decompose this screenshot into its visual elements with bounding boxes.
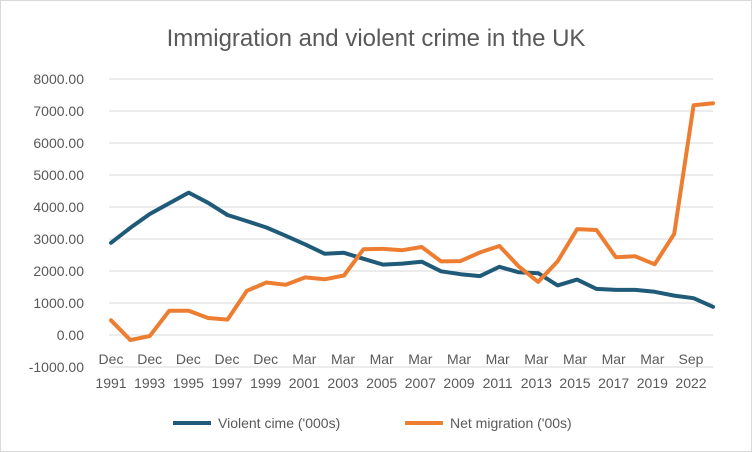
- x-tick-month: Sep: [679, 351, 704, 367]
- x-tick-month: Mar: [602, 351, 626, 367]
- x-tick-month: Dec: [176, 351, 201, 367]
- y-tick-label: 5000.00: [33, 167, 84, 183]
- x-tick-year: 2003: [327, 375, 358, 391]
- series-line-1: [109, 101, 715, 343]
- x-tick-month: Mar: [408, 351, 432, 367]
- series-line-0: [109, 190, 715, 309]
- gridlines: [109, 78, 713, 368]
- x-tick-month: Mar: [524, 351, 548, 367]
- x-tick-year: 2013: [521, 375, 552, 391]
- y-tick-label: 8000.00: [33, 71, 84, 87]
- x-tick-month: Dec: [99, 351, 124, 367]
- y-tick-label: 7000.00: [33, 103, 84, 119]
- x-tick-year: 2017: [598, 375, 629, 391]
- x-tick-month: Mar: [331, 351, 355, 367]
- x-tick-year: 2015: [559, 375, 590, 391]
- x-tick-year: 2001: [289, 375, 320, 391]
- x-tick-month: Dec: [215, 351, 240, 367]
- x-tick-year: 1999: [250, 375, 281, 391]
- y-tick-label: 6000.00: [33, 135, 84, 151]
- y-tick-label: 2000.00: [33, 263, 84, 279]
- y-tick-label: 3000.00: [33, 231, 84, 247]
- x-tick-year: 1997: [211, 375, 242, 391]
- legend-label: Net migration ('00s): [450, 415, 572, 431]
- x-tick-year: 2005: [366, 375, 397, 391]
- x-tick-month: Mar: [486, 351, 510, 367]
- x-tick-month: Mar: [447, 351, 471, 367]
- y-tick-label: -1000.00: [29, 359, 84, 375]
- x-tick-year: 2007: [405, 375, 436, 391]
- x-tick-year: 1991: [95, 375, 126, 391]
- series-lines: [109, 101, 715, 343]
- x-tick-month: Mar: [292, 351, 316, 367]
- x-tick-month: Mar: [640, 351, 664, 367]
- legend-label: Violent cime ('000s): [218, 415, 340, 431]
- x-tick-month: Dec: [137, 351, 162, 367]
- x-tick-year: 1993: [134, 375, 165, 391]
- y-tick-label: 0.00: [57, 327, 84, 343]
- x-tick-month: Mar: [563, 351, 587, 367]
- x-tick-month: Dec: [253, 351, 278, 367]
- x-tick-year: 2009: [443, 375, 474, 391]
- x-tick-year: 2022: [675, 375, 706, 391]
- x-tick-year: 1995: [173, 375, 204, 391]
- legend: Violent cime ('000s) Net migration ('00s): [173, 415, 572, 431]
- x-tick-year: 2011: [483, 375, 513, 391]
- y-tick-label: 1000.00: [33, 295, 84, 311]
- x-tick-year: 2019: [637, 375, 668, 391]
- y-tick-label: 4000.00: [33, 199, 84, 215]
- x-axis-tick-labels: Dec 1991 Dec 1993 Dec 1995 Dec 1997 Dec 1999 Mar 20…: [95, 351, 706, 391]
- x-tick-month: Mar: [370, 351, 394, 367]
- chart-title: Immigration and violent crime in the UK: [167, 25, 586, 52]
- y-axis-tick-labels: 8000.00 7000.00 6000.00 5000.00 4000.00 3000.…: [29, 71, 84, 375]
